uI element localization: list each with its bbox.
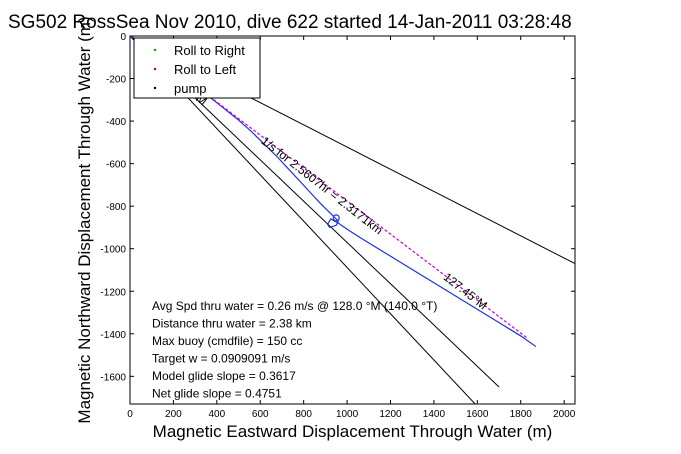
stat-line: Avg Spd thru water = 0.26 m/s @ 128.0 °M… [152, 299, 437, 313]
y-tick-label: -1000 [100, 245, 126, 256]
stat-line: Net glide slope = 0.4751 [152, 387, 282, 401]
y-axis: 0 -200 -400 -600 -800 -1000 -1200 -1400 -1600 [100, 32, 575, 383]
legend-marker [153, 67, 157, 71]
x-tick-label: 600 [252, 409, 269, 420]
legend: Roll to Right Roll to Left pump [133, 37, 261, 99]
legend-label: pump [174, 81, 207, 96]
x-tick-label: 1000 [336, 409, 359, 420]
plot-frame [129, 35, 576, 405]
legend-marker [153, 86, 157, 90]
x-tick-label: 800 [295, 409, 312, 420]
y-tick-label: -800 [106, 202, 126, 213]
x-tick-label: 1400 [423, 409, 446, 420]
y-tick-label: 0 [120, 32, 126, 43]
stat-line: Distance thru water = 2.38 km [152, 317, 312, 331]
legend-label: Roll to Right [174, 43, 245, 58]
x-tick-label: 1800 [510, 409, 533, 420]
y-tick-label: -1200 [100, 287, 126, 298]
x-tick-label: 0 [127, 409, 133, 420]
x-tick-label: 200 [165, 409, 182, 420]
x-axis: 0 200 400 600 800 1000 1200 1400 1600 1800 2000 [127, 36, 576, 420]
stat-line: Model glide slope = 0.3617 [152, 369, 296, 383]
legend-marker [153, 48, 157, 52]
chart-title: SG502 RossSea Nov 2010, dive 622 started… [8, 12, 572, 33]
y-tick-label: -1600 [100, 372, 126, 383]
position-marker [332, 214, 340, 222]
x-axis-label: Magnetic Eastward Displacement Through W… [153, 422, 553, 441]
stat-line: Target w = 0.0909091 m/s [152, 352, 290, 366]
x-tick-label: 2000 [553, 409, 576, 420]
y-tick-label: -1400 [100, 330, 126, 341]
y-tick-label: -200 [106, 75, 126, 86]
y-axis-label: Magnetic Northward Displacement Through … [75, 16, 94, 423]
straight-course-line [130, 36, 528, 339]
stats-block: Avg Spd thru water = 0.26 m/s @ 128.0 °M… [152, 299, 437, 401]
stat-line: Max buoy (cmdfile) = 150 cc [152, 334, 302, 348]
x-tick-label: 1600 [466, 409, 489, 420]
x-tick-label: 1200 [379, 409, 402, 420]
y-tick-label: -600 [106, 160, 126, 171]
x-tick-label: 400 [208, 409, 225, 420]
y-tick-label: -400 [106, 117, 126, 128]
legend-label: Roll to Left [174, 62, 237, 77]
